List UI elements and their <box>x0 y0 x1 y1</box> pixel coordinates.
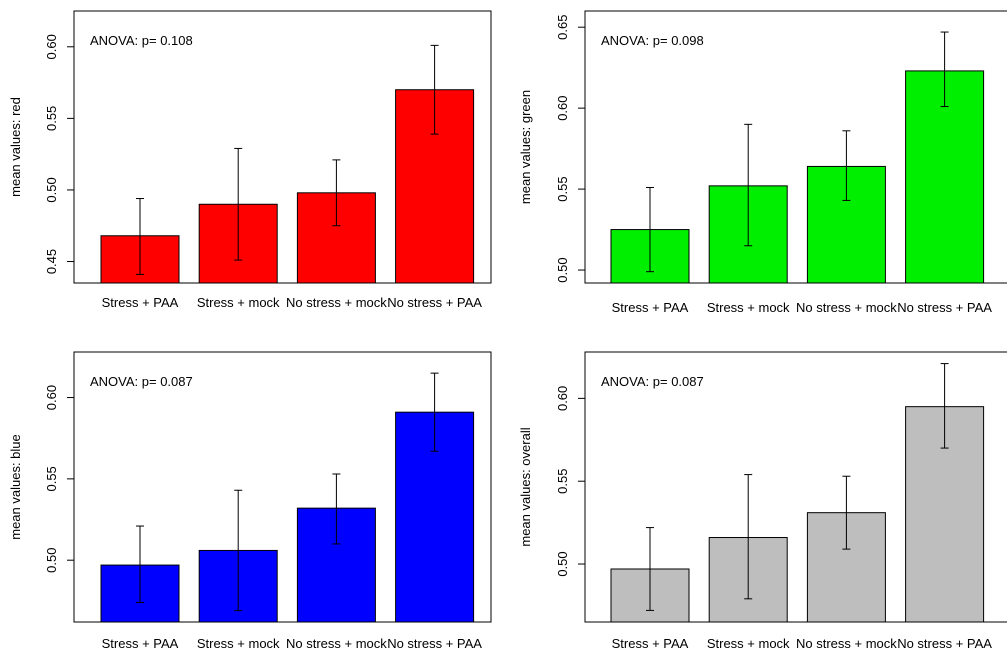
y-tick-label-1-3: 0.55 <box>44 106 59 131</box>
anova-annotation-1: ANOVA: p= 0.108 <box>90 33 193 48</box>
category-label-3-1: Stress + PAA <box>102 636 179 651</box>
y-axis-label-2: mean values: green <box>518 90 533 204</box>
error-bar-2-4 <box>940 31 949 108</box>
y-tick-label-1-1: 0.45 <box>44 249 59 274</box>
y-tick-label-3-1: 0.50 <box>44 548 59 573</box>
y-tick-label-1-2: 0.50 <box>44 177 59 202</box>
category-label-1-4: No stress + PAA <box>387 295 482 310</box>
y-tick-label-1-4: 0.60 <box>44 34 59 59</box>
error-bar-1-2 <box>234 147 243 261</box>
plot-frame-3 <box>73 351 492 623</box>
error-bar-3-3 <box>332 473 341 545</box>
error-bar-1-3 <box>332 159 341 227</box>
error-bar-4-2 <box>744 474 753 600</box>
panel-4: Stress + PAA Stress + mock No stress + moc… <box>518 351 1007 651</box>
error-bar-4-3 <box>842 475 851 550</box>
category-label-3-3: No stress + mock <box>286 636 387 651</box>
error-bar-2-2 <box>744 123 753 247</box>
anova-annotation-4: ANOVA: p= 0.087 <box>601 374 704 389</box>
y-tick-label-4-1: 0.50 <box>555 551 570 576</box>
category-label-1-3: No stress + mock <box>286 295 387 310</box>
y-axis-label-4: mean values: overall <box>518 427 533 546</box>
anova-annotation-2: ANOVA: p= 0.098 <box>601 33 704 48</box>
plot-frame-4 <box>584 351 1007 623</box>
y-tick-label-3-3: 0.60 <box>44 385 59 410</box>
panel-2: Stress + PAA Stress + mock No stress + moc… <box>518 10 1007 315</box>
error-bar-1-1 <box>136 198 144 275</box>
y-tick-label-2-3: 0.60 <box>555 95 570 120</box>
category-label-2-1: Stress + PAA <box>612 300 689 315</box>
bar-2-4 <box>905 70 985 284</box>
error-bar-4-4 <box>940 363 949 449</box>
y-tick-label-3-2: 0.55 <box>44 466 59 491</box>
category-label-3-4: No stress + PAA <box>387 636 482 651</box>
plot-frame-1 <box>73 10 492 284</box>
category-label-1-1: Stress + PAA <box>102 295 179 310</box>
error-bar-3-1 <box>136 525 144 603</box>
error-bar-1-4 <box>430 44 439 135</box>
category-label-3-2: Stress + mock <box>197 636 280 651</box>
y-tick-label-4-2: 0.55 <box>555 469 570 494</box>
error-bar-3-4 <box>430 372 439 452</box>
error-bar-2-3 <box>842 130 851 201</box>
category-label-4-3: No stress + mock <box>796 636 897 651</box>
category-label-1-2: Stress + mock <box>197 295 280 310</box>
y-tick-label-2-4: 0.65 <box>555 15 570 40</box>
category-label-4-2: Stress + mock <box>707 636 790 651</box>
category-label-2-3: No stress + mock <box>796 300 897 315</box>
category-label-4-1: Stress + PAA <box>612 636 689 651</box>
y-tick-label-2-2: 0.55 <box>555 176 570 201</box>
error-bar-3-2 <box>234 489 243 612</box>
y-axis-label-1: mean values: red <box>8 97 23 197</box>
category-label-2-4: No stress + PAA <box>897 300 992 315</box>
y-axis-label-3: mean values: blue <box>8 434 23 540</box>
panel-3: Stress + PAA Stress + mock No stress + moc… <box>8 351 492 651</box>
y-tick-label-4-3: 0.60 <box>555 386 570 411</box>
error-bar-2-1 <box>646 186 654 273</box>
y-tick-label-2-1: 0.50 <box>555 257 570 282</box>
category-label-4-4: No stress + PAA <box>897 636 992 651</box>
anova-annotation-3: ANOVA: p= 0.087 <box>90 374 193 389</box>
panel-1: Stress + PAA Stress + mock No stress + moc… <box>8 10 492 310</box>
category-label-2-2: Stress + mock <box>707 300 790 315</box>
error-bar-4-1 <box>646 527 654 611</box>
plot-frame-2 <box>584 10 1007 284</box>
